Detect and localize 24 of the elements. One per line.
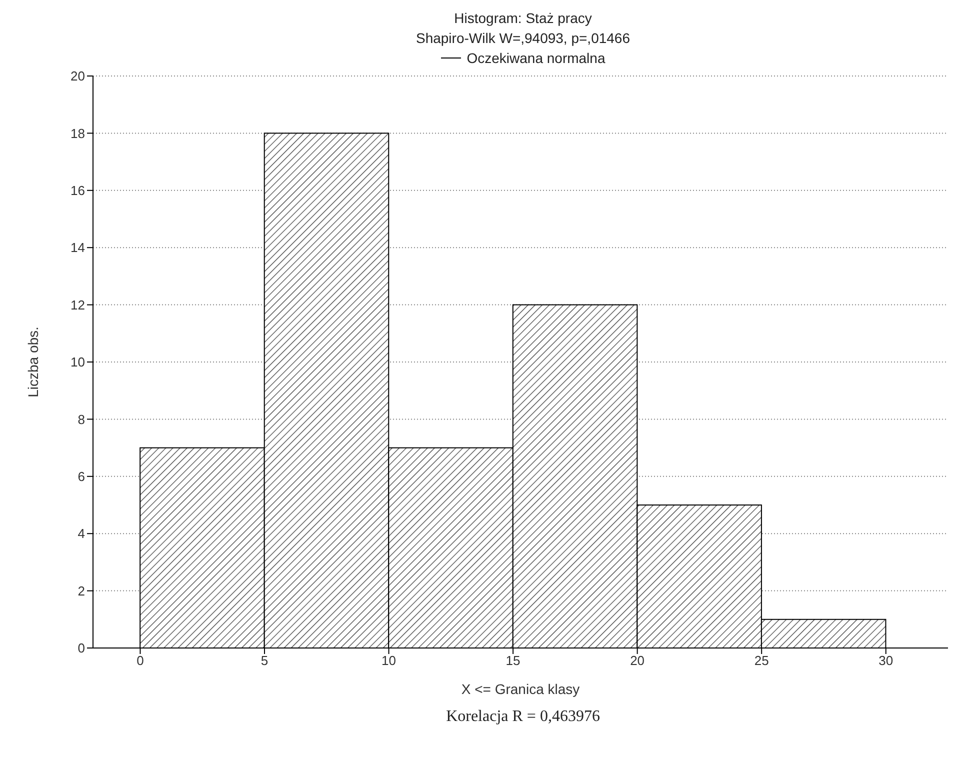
x-tick-label: 15	[506, 653, 520, 668]
x-tick-label: 25	[754, 653, 769, 668]
text: Korelacja R = 0,463976	[445, 708, 601, 726]
y-tick-label: 12	[70, 297, 85, 312]
y-tick-label: 20	[70, 68, 85, 84]
x-tick-label: 5	[260, 653, 268, 668]
y-tick-label: 14	[70, 240, 85, 256]
x-tick-label: 30	[878, 653, 894, 668]
y-tick-label: 0	[78, 640, 85, 656]
y-tick-label: 18	[70, 126, 85, 141]
x-tick-label: 0	[136, 653, 144, 668]
chart-title: Histogram: Staż pracy	[453, 9, 593, 28]
chart-subtitle: Shapiro-Wilk W=,94093, p=,01466	[414, 29, 631, 48]
x-axis-title: X <= Granica klasy	[461, 681, 580, 697]
x-tick-label: 20	[630, 653, 645, 668]
legend-label: Oczekiwana normalna	[466, 49, 606, 68]
y-tick-label: 10	[70, 354, 85, 370]
y-tick-label: 16	[70, 183, 85, 198]
y-tick-label: 2	[78, 583, 85, 598]
y-tick-label: 6	[78, 469, 85, 484]
y-tick-label: 4	[78, 526, 85, 542]
y-tick-label: 8	[78, 412, 85, 427]
x-tick-label: 10	[382, 653, 396, 668]
y-axis-title: Liczba obs.	[24, 326, 41, 398]
